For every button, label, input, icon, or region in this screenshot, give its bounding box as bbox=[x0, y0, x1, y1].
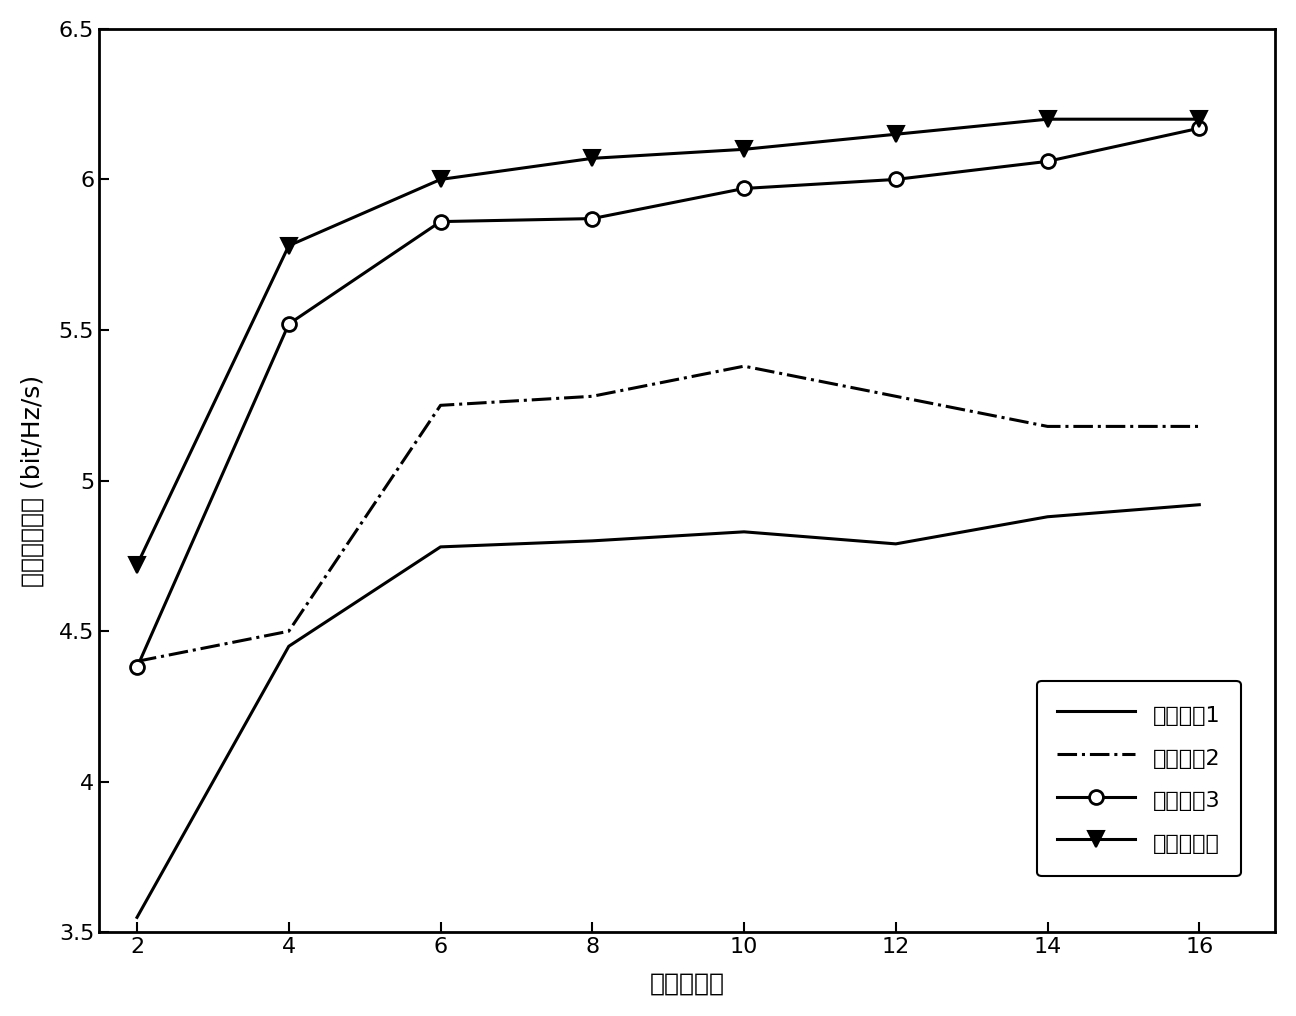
对比算法1 bbox=[888, 537, 903, 550]
本发明算法 bbox=[584, 152, 600, 165]
对比算法1 bbox=[130, 911, 145, 924]
本发明算法 bbox=[433, 174, 448, 186]
对比算法3 bbox=[888, 174, 903, 186]
对比算法2 bbox=[281, 625, 297, 637]
对比算法1 bbox=[1191, 499, 1207, 511]
Legend: 对比算法1, 对比算法2, 对比算法3, 本发明算法: 对比算法1, 对比算法2, 对比算法3, 本发明算法 bbox=[1037, 681, 1240, 876]
对比算法3 bbox=[584, 212, 600, 225]
Line: 对比算法3: 对比算法3 bbox=[130, 121, 1207, 675]
Line: 对比算法1: 对比算法1 bbox=[137, 505, 1199, 917]
对比算法3 bbox=[130, 661, 145, 674]
X-axis label: 次用户数量: 次用户数量 bbox=[649, 971, 724, 995]
对比算法2 bbox=[433, 399, 448, 411]
对比算法3 bbox=[736, 182, 752, 194]
本发明算法 bbox=[130, 559, 145, 571]
对比算法2 bbox=[584, 390, 600, 402]
对比算法3 bbox=[281, 318, 297, 330]
对比算法2 bbox=[1039, 421, 1055, 433]
本发明算法 bbox=[1039, 113, 1055, 125]
本发明算法 bbox=[1191, 113, 1207, 125]
本发明算法 bbox=[281, 240, 297, 252]
对比算法1 bbox=[584, 534, 600, 547]
对比算法1 bbox=[433, 541, 448, 553]
本发明算法 bbox=[888, 128, 903, 140]
对比算法2 bbox=[130, 655, 145, 668]
对比算法3 bbox=[433, 215, 448, 228]
对比算法2 bbox=[736, 360, 752, 372]
对比算法1 bbox=[1039, 511, 1055, 523]
本发明算法 bbox=[736, 143, 752, 155]
对比算法2 bbox=[888, 390, 903, 402]
Line: 本发明算法: 本发明算法 bbox=[128, 111, 1208, 573]
Line: 对比算法2: 对比算法2 bbox=[137, 366, 1199, 661]
对比算法1 bbox=[281, 640, 297, 652]
对比算法1 bbox=[736, 525, 752, 537]
对比算法3 bbox=[1039, 155, 1055, 168]
对比算法2 bbox=[1191, 421, 1207, 433]
对比算法3 bbox=[1191, 122, 1207, 134]
Y-axis label: 网络传输速率 (bit/Hz/s): 网络传输速率 (bit/Hz/s) bbox=[21, 375, 45, 586]
